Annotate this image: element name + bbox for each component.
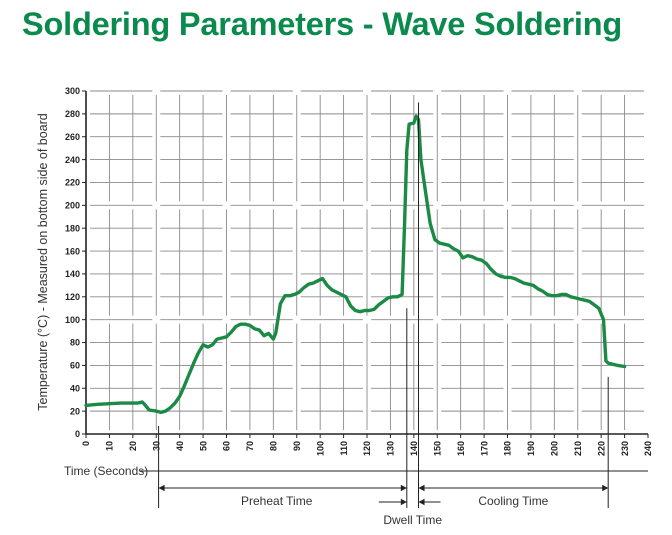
x-tick-label: 170 xyxy=(479,441,489,456)
x-tick-label: 110 xyxy=(339,441,349,456)
x-tick-label: 30 xyxy=(151,441,161,451)
grid xyxy=(90,90,644,430)
x-tick-label: 90 xyxy=(292,441,302,451)
y-tick-label: 0 xyxy=(75,429,80,439)
cooling-arrow-right xyxy=(602,484,609,492)
x-tick-label: 20 xyxy=(128,441,138,451)
x-tick-label: 10 xyxy=(105,441,115,451)
x-tick-label: 80 xyxy=(269,441,279,451)
y-tick-label: 260 xyxy=(65,132,80,142)
preheat-arrow-left xyxy=(158,484,165,492)
x-tick-label: 190 xyxy=(526,441,536,456)
y-tick-label: 300 xyxy=(65,86,80,96)
temperature-curve xyxy=(84,114,627,414)
cooling-arrow-left xyxy=(418,484,425,492)
y-tick-label: 120 xyxy=(65,292,80,302)
cooling-label: Cooling Time xyxy=(478,494,548,508)
series-group xyxy=(84,114,627,414)
y-axis-label: Temperature (°C) - Measured on bottom si… xyxy=(36,113,50,411)
x-tick-labels: 0 10 20 30 40 50 60 70 80 90 100 110 120 130 140 150 160… xyxy=(81,434,653,456)
y-tick-label: 60 xyxy=(70,361,80,371)
y-tick-label: 240 xyxy=(65,155,80,165)
y-tick-label: 220 xyxy=(65,178,80,188)
x-tick-label: 130 xyxy=(386,441,396,456)
preheat-label: Preheat Time xyxy=(241,494,313,508)
y-tick-label: 100 xyxy=(65,315,80,325)
y-tick-labels: 0 20 40 60 80 100 120 140 160 180 200 220 240 260 280 3… xyxy=(65,86,86,439)
x-tick-label: 70 xyxy=(245,441,255,451)
y-tick-label: 80 xyxy=(70,338,80,348)
dwell-arrow-left xyxy=(400,498,407,506)
x-tick-label: 150 xyxy=(432,441,442,456)
x-tick-label: 240 xyxy=(643,441,653,456)
x-tick-label: 140 xyxy=(409,441,419,456)
x-tick-label: 160 xyxy=(456,441,466,456)
chart-title: Soldering Parameters - Wave Soldering xyxy=(22,6,623,42)
x-tick-label: 230 xyxy=(620,441,630,456)
x-tick-label: 120 xyxy=(362,441,372,456)
x-tick-label: 220 xyxy=(596,441,606,456)
y-tick-label: 200 xyxy=(65,201,80,211)
x-tick-label: 60 xyxy=(222,441,232,451)
x-tick-label: 50 xyxy=(198,441,208,451)
x-tick-label: 200 xyxy=(550,441,560,456)
y-tick-label: 140 xyxy=(65,269,80,279)
time-label: Time (Seconds) xyxy=(64,464,148,478)
y-tick-label: 40 xyxy=(70,383,80,393)
y-tick-label: 20 xyxy=(70,406,80,416)
annotations: Time (Seconds) Preheat Time Cooling Time Dw… xyxy=(64,102,648,527)
preheat-arrow-right xyxy=(400,484,407,492)
x-tick-label: 0 xyxy=(81,441,91,446)
x-tick-label: 40 xyxy=(175,441,185,451)
y-tick-label: 160 xyxy=(65,246,80,256)
x-tick-label: 180 xyxy=(503,441,513,456)
y-tick-label: 180 xyxy=(65,223,80,233)
x-tick-label: 100 xyxy=(315,441,325,456)
y-tick-label: 280 xyxy=(65,109,80,119)
dwell-arrow-right xyxy=(418,498,425,506)
dwell-label: Dwell Time xyxy=(383,513,442,527)
x-tick-label: 210 xyxy=(573,441,583,456)
